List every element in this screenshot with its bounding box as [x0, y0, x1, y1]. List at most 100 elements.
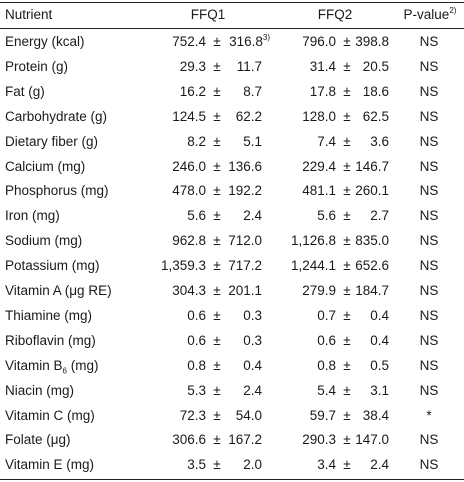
table-row: Phosphorus (mg) 478.0 ±192.2 481.1 ±260.1 NS — [0, 179, 464, 203]
ffq2-sd: 652.6 — [355, 258, 389, 274]
plus-minus: ± — [343, 208, 351, 224]
ffq2-sd: 835.0 — [355, 233, 389, 249]
ffq1-sd: 8.7 — [222, 80, 262, 104]
nutrient-name: Phosphorus (mg) — [5, 183, 109, 199]
ffq2-mean: 279.9 — [302, 283, 336, 298]
ffq2-sd: 398.8 — [355, 34, 389, 49]
table-row: Fat (g) 16.2 ±8.7 17.8 ±18.6 NS — [0, 80, 464, 104]
ffq2-mean: 59.7 — [309, 407, 336, 423]
ffq1-mean: 304.3 — [172, 283, 206, 298]
ffq1-sd: 0.4 — [222, 354, 262, 378]
ffq1-mean: 5.6 — [187, 208, 206, 224]
pvalue-cell: NS — [419, 457, 439, 473]
ffq1-sd: 167.2 — [222, 428, 262, 452]
ffq2-sd: 0.5 — [370, 357, 389, 373]
nutrient-name-subscript: 6 — [62, 366, 67, 376]
table-row: Vitamin C (mg) 72.3 ±54.0 59.7 ±38.4 * — [0, 404, 464, 428]
table-row: Iron (mg) 5.6 ±2.4 5.6 ±2.7 NS — [0, 204, 464, 228]
table-row: Dietary fiber (g) 8.2 ±5.1 7.4 ±3.6 NS — [0, 130, 464, 154]
pvalue-cell: NS — [419, 432, 439, 448]
ffq2-mean: 0.8 — [317, 357, 336, 373]
ffq2-mean: 7.4 — [317, 133, 336, 149]
nutrient-name: Niacin (mg) — [5, 382, 75, 398]
table-row: Vitamin E (mg) 3.5 ±2.0 3.4 ±2.4 NS — [0, 453, 464, 477]
nutrient-name: Riboflavin (mg) — [5, 332, 96, 348]
ffq2-mean: 31.4 — [309, 58, 336, 74]
plus-minus: ± — [213, 432, 221, 448]
ffq1-sd-value: 192.2 — [228, 183, 262, 199]
header-rule — [0, 28, 464, 29]
ffq1-mean: 124.5 — [172, 108, 206, 124]
plus-minus: ± — [343, 258, 351, 274]
nutrient-cell: Calcium (mg) — [5, 155, 85, 179]
ffq1-sd: 0.3 — [222, 329, 262, 353]
nutrient-cell: Thiamine (mg) — [5, 304, 92, 328]
ffq2-mean: 796.0 — [302, 34, 336, 49]
bottom-rule — [0, 479, 464, 480]
ffq1-mean: 72.3 — [179, 407, 206, 423]
ffq1-sd-value: 5.1 — [243, 133, 262, 149]
table-row: Folate (μg) 306.6 ±167.2 290.3 ±147.0 NS — [0, 428, 464, 452]
plus-minus: ± — [343, 407, 351, 423]
nutrient-name: Thiamine (mg) — [5, 307, 93, 323]
pvalue-cell: NS — [419, 83, 439, 99]
ffq2-mean: 17.8 — [309, 83, 336, 99]
nutrient-name: Folate (μg) — [5, 432, 71, 448]
table-row: Sodium (mg) 962.8 ±712.0 1,126.8 ±835.0 NS — [0, 229, 464, 253]
header-pvalue: P-value2) — [397, 3, 463, 27]
ffq1-mean: 5.3 — [187, 382, 206, 398]
plus-minus: ± — [213, 158, 221, 174]
top-rule — [0, 2, 464, 3]
plus-minus: ± — [213, 183, 221, 199]
nutrient-cell: Niacin (mg) — [5, 379, 74, 403]
table-row: Niacin (mg) 5.3 ±2.4 5.4 ±3.1 NS — [0, 379, 464, 403]
ffq1-sd-value: 712.0 — [228, 233, 262, 249]
plus-minus: ± — [213, 258, 221, 274]
header-nutrient: Nutrient — [5, 7, 53, 22]
ffq1-sd-value: 0.4 — [243, 357, 262, 373]
plus-minus: ± — [213, 208, 221, 224]
ffq2-mean: 0.6 — [317, 332, 336, 348]
ffq2-sd: 38.4 — [362, 407, 389, 423]
plus-minus: ± — [343, 457, 351, 473]
pvalue-cell: NS — [419, 108, 439, 124]
ffq2-mean: 128.0 — [302, 108, 336, 124]
header-pvalue-label: P-value — [403, 7, 450, 22]
ffq1-mean: 962.8 — [172, 233, 206, 249]
table-row: Riboflavin (mg) 0.6 ±0.3 0.6 ±0.4 NS — [0, 329, 464, 353]
nutrient-name: Vitamin B — [5, 357, 63, 373]
header-ffq1: FFQ1 — [190, 7, 226, 22]
ffq2-mean: 229.4 — [302, 158, 336, 174]
ffq2-mean: 481.1 — [302, 183, 336, 199]
plus-minus: ± — [213, 283, 221, 298]
plus-minus: ± — [213, 307, 221, 323]
plus-minus: ± — [343, 382, 351, 398]
plus-minus: ± — [343, 432, 351, 448]
nutrient-cell: Fat (g) — [5, 80, 45, 104]
ffq1-sd: 192.2 — [222, 179, 262, 203]
nutrient-name: Vitamin E (mg) — [5, 457, 95, 473]
ffq1-mean: 0.6 — [187, 332, 206, 348]
nutrient-name: Vitamin C (mg) — [5, 407, 95, 423]
nutrient-cell: Iron (mg) — [5, 204, 60, 228]
ffq1-sd-value: 0.3 — [243, 332, 262, 348]
nutrient-cell: Sodium (mg) — [5, 229, 82, 253]
plus-minus: ± — [343, 357, 351, 373]
ffq1-sd-value: 201.1 — [228, 283, 262, 298]
ffq1-sd: 62.2 — [222, 105, 262, 129]
pvalue-cell: NS — [419, 58, 439, 74]
pvalue-cell: NS — [419, 357, 439, 373]
pvalue-cell: NS — [419, 332, 439, 348]
ffq2-mean: 1,126.8 — [290, 233, 336, 249]
nutrient-cell: Dietary fiber (g) — [5, 130, 98, 154]
ffq2-sd: 2.7 — [370, 208, 389, 224]
ffq1-sd-value: 62.2 — [235, 108, 262, 124]
nutrient-name: Potassium (mg) — [5, 258, 100, 274]
ffq2-sd: 0.4 — [370, 332, 389, 348]
plus-minus: ± — [213, 357, 221, 373]
header-ffq2: FFQ2 — [317, 7, 353, 22]
pvalue-cell: NS — [419, 258, 439, 274]
pvalue-cell: NS — [419, 233, 439, 249]
nutrient-name: Dietary fiber (g) — [5, 133, 99, 149]
nutrient-cell: Protein (g) — [5, 55, 68, 79]
